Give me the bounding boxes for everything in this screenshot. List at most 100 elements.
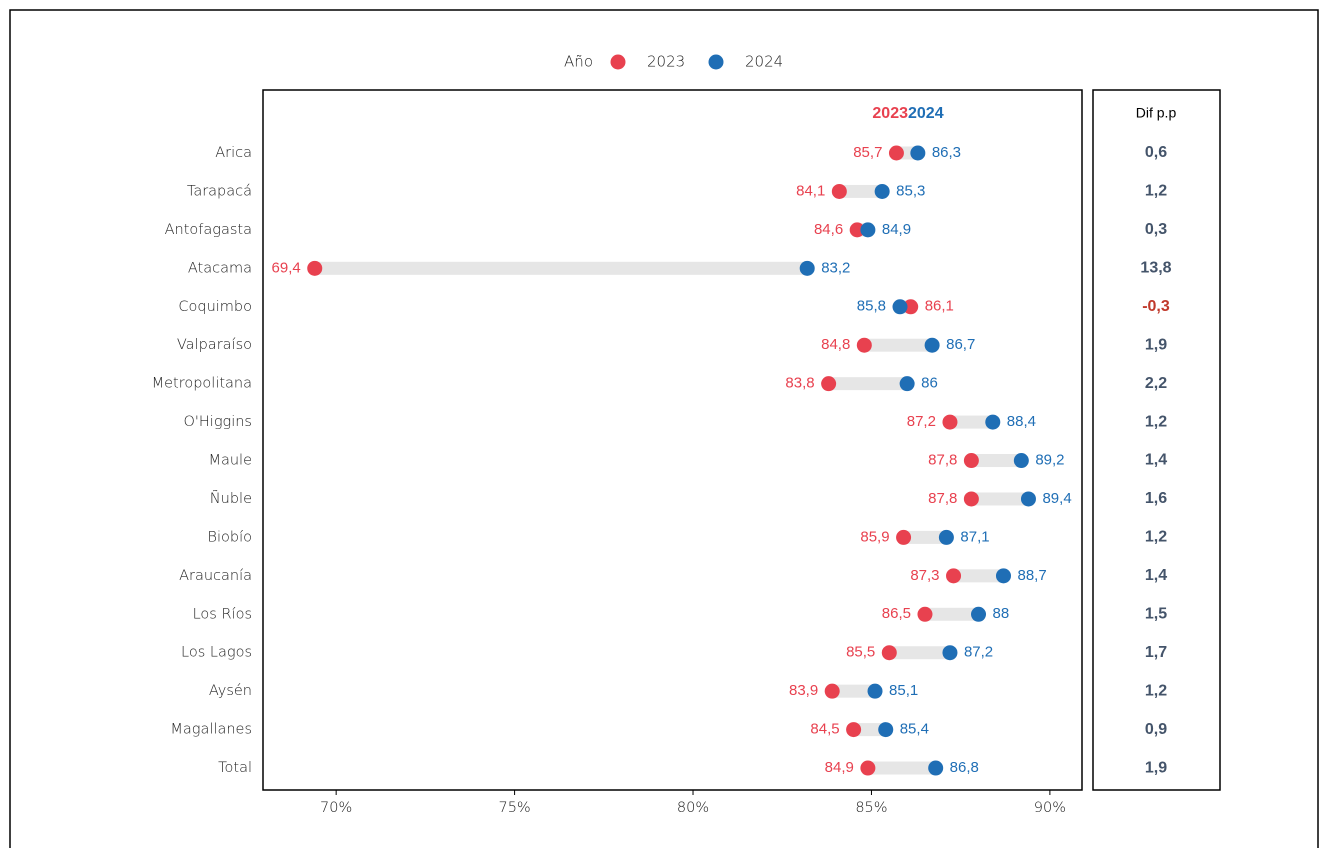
series-header: 2024 — [908, 105, 944, 122]
gap-bar — [889, 646, 950, 660]
diff-value: 2,2 — [1145, 375, 1167, 392]
dot — [946, 568, 962, 584]
category-label: Total — [218, 760, 252, 776]
plot-area — [262, 89, 1083, 791]
dot — [942, 645, 958, 661]
dot — [1013, 453, 1029, 469]
gap-bar — [971, 492, 1029, 506]
category-label: Los Ríos — [193, 606, 252, 622]
value-label: 87,2 — [964, 644, 993, 661]
category-label: Coquimbo — [178, 299, 252, 315]
dot — [963, 491, 979, 507]
gap-bar — [853, 723, 886, 737]
x-tick-label: 85% — [855, 800, 887, 816]
diff-value: 1,6 — [1145, 490, 1167, 507]
x-tick-label: 70% — [320, 800, 352, 816]
dot — [963, 453, 979, 469]
value-label: 83,9 — [789, 682, 818, 699]
value-label: 86,1 — [925, 298, 954, 315]
category-label: Atacama — [188, 260, 252, 276]
value-label: 88 — [993, 605, 1010, 622]
gap-bar — [971, 454, 1022, 468]
category-label: Biobío — [208, 529, 253, 545]
category-label: Aysén — [209, 683, 252, 699]
category-label: Arica — [215, 145, 252, 161]
value-label: 85,5 — [846, 644, 875, 661]
legend-label: 2023 — [647, 53, 685, 71]
diff-value: 1,2 — [1145, 529, 1167, 546]
dot — [1020, 491, 1036, 507]
diff-panel — [1092, 89, 1221, 791]
dot — [942, 414, 958, 430]
value-label: 87,2 — [907, 413, 936, 430]
series-header: 2023 — [872, 105, 908, 122]
dot — [831, 183, 847, 199]
dot — [846, 722, 862, 738]
diff-value: 0,3 — [1145, 221, 1167, 238]
diff-value: 1,2 — [1145, 183, 1167, 200]
dot — [892, 299, 908, 315]
category-label: Tarapacá — [187, 183, 252, 199]
dot — [821, 376, 837, 392]
gap-bar — [828, 377, 908, 391]
dot — [824, 683, 840, 699]
value-label: 84,5 — [810, 721, 839, 738]
diff-value: 1,4 — [1145, 567, 1167, 584]
diff-value: 1,4 — [1145, 452, 1167, 469]
value-label: 88,7 — [1017, 567, 1046, 584]
category-label: Ñuble — [210, 490, 252, 507]
category-label: Metropolitana — [152, 376, 252, 392]
dot — [903, 299, 919, 315]
dot — [856, 337, 872, 353]
value-label: 69,4 — [272, 259, 301, 276]
value-label: 89,4 — [1042, 490, 1071, 507]
value-label: 87,8 — [928, 451, 957, 468]
value-label: 87,1 — [960, 528, 989, 545]
value-label: 84,6 — [814, 221, 843, 238]
dot — [860, 760, 876, 776]
legend-marker — [610, 54, 626, 70]
legend-marker — [708, 54, 724, 70]
x-tick-label: 80% — [677, 800, 709, 816]
value-label: 86,5 — [882, 605, 911, 622]
gap-bar — [314, 261, 808, 275]
value-label: 85,3 — [896, 182, 925, 199]
diff-value: 0,6 — [1145, 144, 1167, 161]
x-tick-label: 90% — [1034, 800, 1066, 816]
gap-bar — [924, 607, 979, 621]
frame — [9, 9, 1319, 848]
diff-value: 0,9 — [1145, 721, 1167, 738]
legend-label: 2024 — [745, 53, 783, 71]
dot — [860, 222, 876, 238]
value-label: 86 — [921, 375, 938, 392]
gap-bar — [864, 338, 933, 352]
diff-value: 13,8 — [1140, 260, 1171, 277]
dot — [899, 376, 915, 392]
value-label: 83,8 — [785, 375, 814, 392]
legend-title: Año — [564, 53, 593, 71]
value-label: 85,9 — [860, 528, 889, 545]
dot — [874, 183, 890, 199]
diff-value: 1,9 — [1145, 336, 1167, 353]
category-label: Antofagasta — [165, 222, 252, 238]
gap-bar — [839, 184, 883, 198]
dot — [928, 760, 944, 776]
diff-value: 1,2 — [1145, 413, 1167, 430]
gap-bar — [903, 530, 947, 544]
value-label: 85,4 — [900, 721, 929, 738]
category-label: Araucanía — [179, 568, 252, 584]
diff-value: 1,9 — [1145, 759, 1167, 776]
value-label: 86,8 — [950, 759, 979, 776]
gap-bar — [867, 761, 936, 775]
category-label: Valparaíso — [177, 337, 252, 353]
dot — [985, 414, 1001, 430]
diff-title: Dif p.p — [1136, 105, 1177, 121]
value-label: 85,1 — [889, 682, 918, 699]
dot — [971, 606, 987, 622]
dot — [878, 722, 894, 738]
dot — [849, 222, 865, 238]
dot — [799, 260, 815, 276]
value-label: 85,8 — [857, 298, 886, 315]
dot — [888, 145, 904, 161]
